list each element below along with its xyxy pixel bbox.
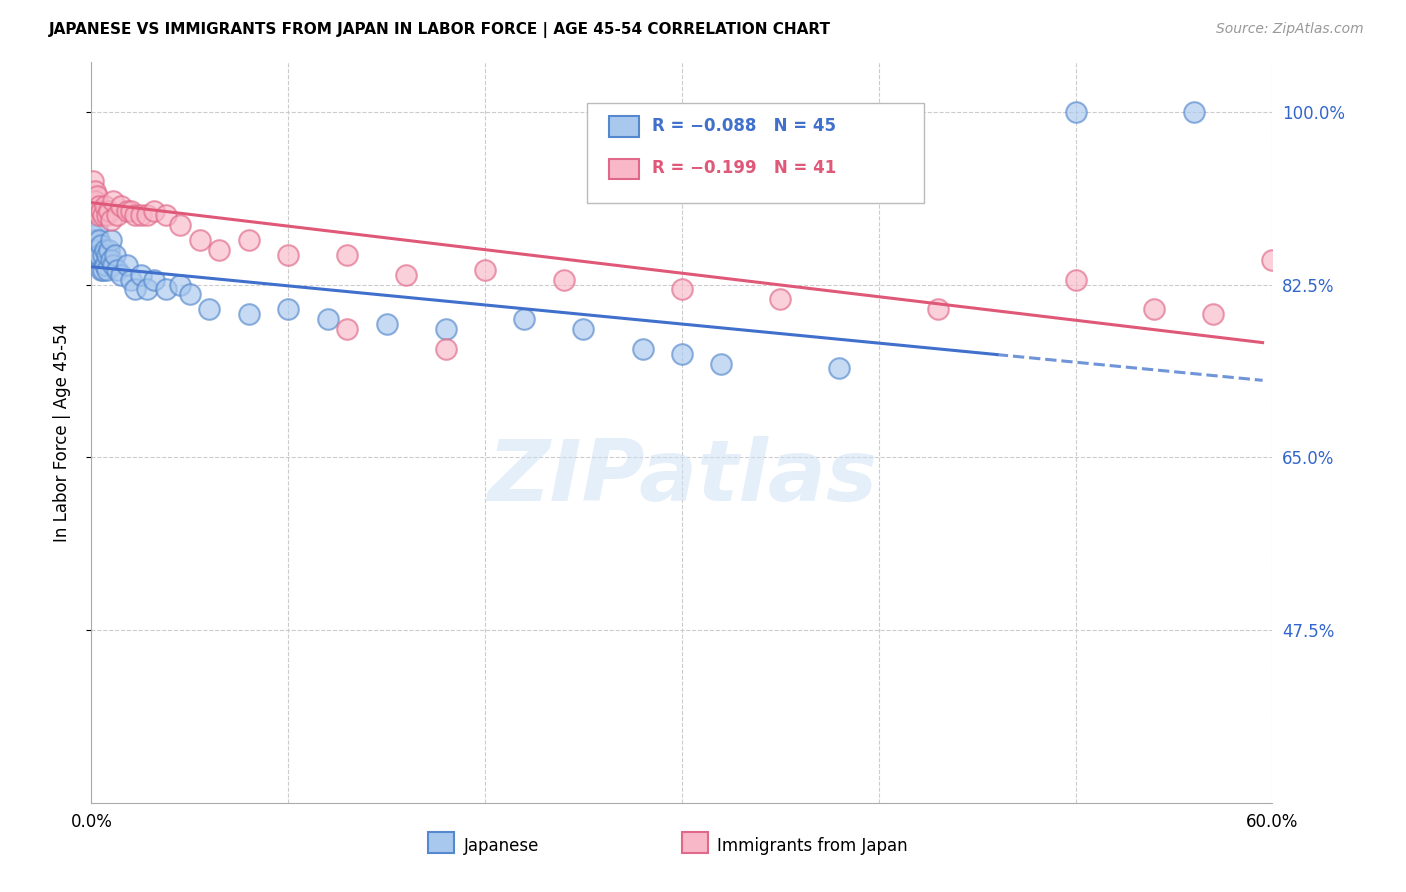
Text: Immigrants from Japan: Immigrants from Japan xyxy=(717,837,908,855)
Point xyxy=(238,233,260,247)
Point xyxy=(336,248,359,262)
Text: Source: ZipAtlas.com: Source: ZipAtlas.com xyxy=(1216,22,1364,37)
Point xyxy=(84,243,107,257)
Point xyxy=(120,272,142,286)
Point xyxy=(208,243,231,257)
Point xyxy=(927,302,949,317)
Bar xyxy=(682,832,707,853)
Point xyxy=(434,322,457,336)
Text: JAPANESE VS IMMIGRANTS FROM JAPAN IN LABOR FORCE | AGE 45-54 CORRELATION CHART: JAPANESE VS IMMIGRANTS FROM JAPAN IN LAB… xyxy=(49,22,831,38)
Text: R = −0.199   N = 41: R = −0.199 N = 41 xyxy=(652,160,837,178)
Point xyxy=(169,219,191,233)
Point xyxy=(96,262,118,277)
Point xyxy=(86,248,108,262)
Point xyxy=(671,283,693,297)
Bar xyxy=(609,117,640,137)
Point xyxy=(90,262,112,277)
Point xyxy=(100,252,122,267)
Point xyxy=(553,272,575,286)
Point xyxy=(1064,104,1087,119)
Point xyxy=(1182,104,1205,119)
Point xyxy=(94,243,117,257)
FancyBboxPatch shape xyxy=(588,103,924,203)
Point xyxy=(513,312,536,326)
Point xyxy=(143,203,166,218)
Point xyxy=(1064,272,1087,286)
Point xyxy=(1202,307,1225,321)
Point xyxy=(115,203,138,218)
Point xyxy=(434,342,457,356)
Point xyxy=(710,357,733,371)
Bar xyxy=(609,159,640,179)
Point xyxy=(277,302,299,317)
Point xyxy=(89,233,111,247)
Point xyxy=(90,238,112,252)
Bar xyxy=(427,832,454,853)
Point xyxy=(82,228,104,243)
Point xyxy=(105,209,128,223)
Point xyxy=(671,346,693,360)
Point xyxy=(84,184,107,198)
Point xyxy=(143,272,166,286)
Point xyxy=(100,233,122,247)
Point xyxy=(84,233,107,247)
Point xyxy=(89,209,111,223)
Text: R = −0.088   N = 45: R = −0.088 N = 45 xyxy=(652,117,837,135)
Point xyxy=(96,248,118,262)
Point xyxy=(828,361,851,376)
Point xyxy=(98,203,121,218)
Point xyxy=(277,248,299,262)
Point xyxy=(129,209,152,223)
Point xyxy=(188,233,211,247)
Point xyxy=(336,322,359,336)
Point xyxy=(94,198,117,212)
Point xyxy=(91,262,114,277)
Point xyxy=(155,283,177,297)
Point xyxy=(179,287,201,301)
Point xyxy=(84,194,107,208)
Point xyxy=(105,262,128,277)
Point xyxy=(89,198,111,212)
Point xyxy=(101,194,124,208)
Point xyxy=(98,243,121,257)
Point xyxy=(631,342,654,356)
Point xyxy=(86,203,108,218)
Text: ZIPatlas: ZIPatlas xyxy=(486,435,877,518)
Point xyxy=(89,248,111,262)
Point xyxy=(91,248,114,262)
Point xyxy=(115,258,138,272)
Point xyxy=(135,283,157,297)
Point xyxy=(124,209,146,223)
Point xyxy=(155,209,177,223)
Point xyxy=(169,277,191,292)
Point xyxy=(769,293,792,307)
Point xyxy=(100,213,122,227)
Point xyxy=(198,302,221,317)
Y-axis label: In Labor Force | Age 45-54: In Labor Force | Age 45-54 xyxy=(52,323,70,542)
Point xyxy=(375,317,398,331)
Point xyxy=(238,307,260,321)
Point xyxy=(110,268,132,282)
Point xyxy=(96,209,118,223)
Point xyxy=(1261,252,1284,267)
Point xyxy=(90,203,112,218)
Point xyxy=(124,283,146,297)
Text: Japanese: Japanese xyxy=(464,837,538,855)
Point xyxy=(135,209,157,223)
Point xyxy=(82,174,104,188)
Point xyxy=(110,198,132,212)
Point xyxy=(474,262,496,277)
Point xyxy=(1143,302,1166,317)
Point xyxy=(104,248,127,262)
Point xyxy=(316,312,339,326)
Point xyxy=(91,209,114,223)
Point xyxy=(101,258,124,272)
Point xyxy=(129,268,152,282)
Point xyxy=(86,223,108,237)
Point xyxy=(94,258,117,272)
Point xyxy=(572,322,595,336)
Point xyxy=(120,203,142,218)
Point xyxy=(86,188,108,202)
Point xyxy=(395,268,418,282)
